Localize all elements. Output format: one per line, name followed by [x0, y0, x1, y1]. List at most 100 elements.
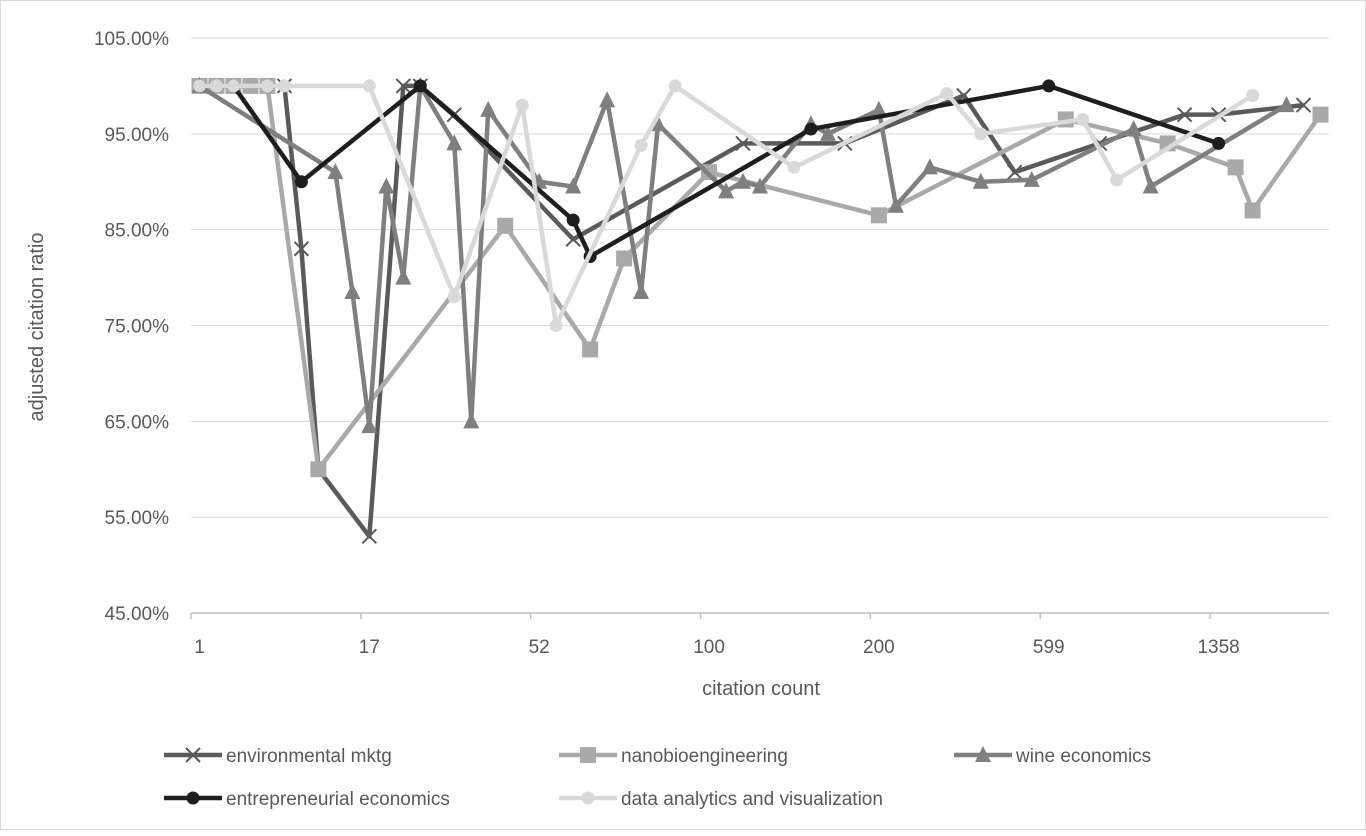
legend: environmental mktg nanobioengineering wine… [164, 746, 1151, 810]
data-point [1007, 164, 1023, 180]
x-axis: 1 17 52 100 200 599 1358 [190, 612, 1329, 658]
legend-item: data analytics and visualization [559, 789, 883, 810]
x-tick-label: 52 [529, 637, 550, 658]
data-point [582, 341, 599, 358]
data-point [787, 160, 801, 174]
data-point [616, 250, 633, 267]
data-point [226, 79, 240, 93]
x-tick-label: 599 [1033, 637, 1065, 658]
data-point [361, 528, 378, 545]
y-tick-label: 45.00% [105, 604, 170, 625]
data-point [463, 412, 480, 429]
data-point [735, 172, 752, 189]
data-point [921, 158, 938, 175]
y-tick-label: 65.00% [105, 412, 170, 433]
data-point [185, 747, 201, 763]
data-point [940, 87, 954, 101]
data-point [293, 241, 310, 257]
data-point [972, 172, 989, 189]
data-point [378, 177, 395, 194]
data-point [819, 124, 836, 141]
data-point [1246, 89, 1260, 102]
data-point [362, 79, 376, 93]
legend-item: entrepreneurial economics [164, 789, 450, 810]
data-point [566, 213, 580, 227]
legend-item: wine economics [954, 746, 1151, 767]
x-tick-label: 17 [359, 637, 380, 658]
data-point [1110, 173, 1124, 187]
data-point [1042, 79, 1056, 93]
data-point [975, 746, 991, 762]
data-point [192, 79, 206, 93]
y-tick-label: 75.00% [105, 317, 170, 338]
data-point [310, 461, 327, 478]
legend-label: wine economics [1015, 746, 1151, 767]
data-point [446, 134, 463, 151]
data-point [344, 282, 361, 299]
data-point [186, 791, 200, 805]
data-point [599, 91, 616, 108]
data-point [1295, 97, 1312, 113]
y-tick-label: 85.00% [105, 221, 170, 242]
data-point [1278, 96, 1295, 113]
series [192, 79, 1260, 332]
y-tick-label: 105.00% [94, 29, 169, 50]
data-point [870, 100, 887, 117]
data-point [515, 98, 529, 112]
legend-label: nanobioengineering [621, 746, 788, 767]
data-point [633, 282, 650, 299]
data-point [1125, 120, 1142, 137]
series [191, 78, 1312, 545]
series-line [199, 83, 1304, 539]
data-point [294, 175, 308, 189]
data-point [395, 268, 412, 285]
y-tick-label: 55.00% [105, 508, 170, 529]
data-point [480, 100, 497, 117]
x-tick-label: 1358 [1197, 637, 1239, 658]
data-point [1227, 159, 1244, 176]
data-point [634, 138, 648, 152]
data-point [361, 417, 378, 434]
data-point [209, 79, 223, 93]
series-line [198, 83, 1288, 429]
data-point [718, 182, 735, 199]
series [191, 77, 1329, 478]
data-point [1312, 106, 1329, 123]
y-axis-title: adjusted citation ratio [26, 232, 48, 421]
data-point [565, 177, 582, 194]
data-point [1023, 170, 1040, 187]
legend-label: entrepreneurial economics [226, 789, 450, 810]
data-point [887, 196, 904, 213]
legend-label: environmental mktg [226, 746, 392, 767]
plot-area [191, 76, 1329, 545]
data-point [277, 79, 291, 93]
y-axis-ticks: 45.00% 55.00% 65.00% 75.00% 85.00% 95.00% 105.… [94, 29, 169, 625]
data-point [735, 135, 751, 152]
data-point [581, 791, 595, 805]
data-point [580, 747, 596, 763]
legend-label: data analytics and visualization [621, 789, 883, 810]
data-point [327, 163, 344, 180]
legend-item: nanobioengineering [559, 746, 788, 767]
data-point [497, 217, 514, 234]
data-point [260, 79, 274, 93]
y-tick-label: 95.00% [105, 125, 170, 146]
data-point [447, 290, 461, 304]
x-tick-label: 1 [194, 637, 205, 658]
data-point [752, 177, 768, 194]
data-point [668, 79, 682, 93]
data-point [1244, 202, 1261, 219]
data-point [1142, 177, 1159, 194]
gridlines [191, 37, 1329, 614]
data-point [870, 207, 887, 224]
data-point [650, 115, 667, 132]
data-point [804, 122, 818, 136]
x-tick-label: 200 [863, 637, 895, 658]
data-point [549, 319, 563, 332]
series-line [199, 83, 1254, 328]
x-axis-title: citation count [702, 678, 820, 700]
data-point [974, 127, 988, 141]
data-point [1176, 106, 1193, 123]
